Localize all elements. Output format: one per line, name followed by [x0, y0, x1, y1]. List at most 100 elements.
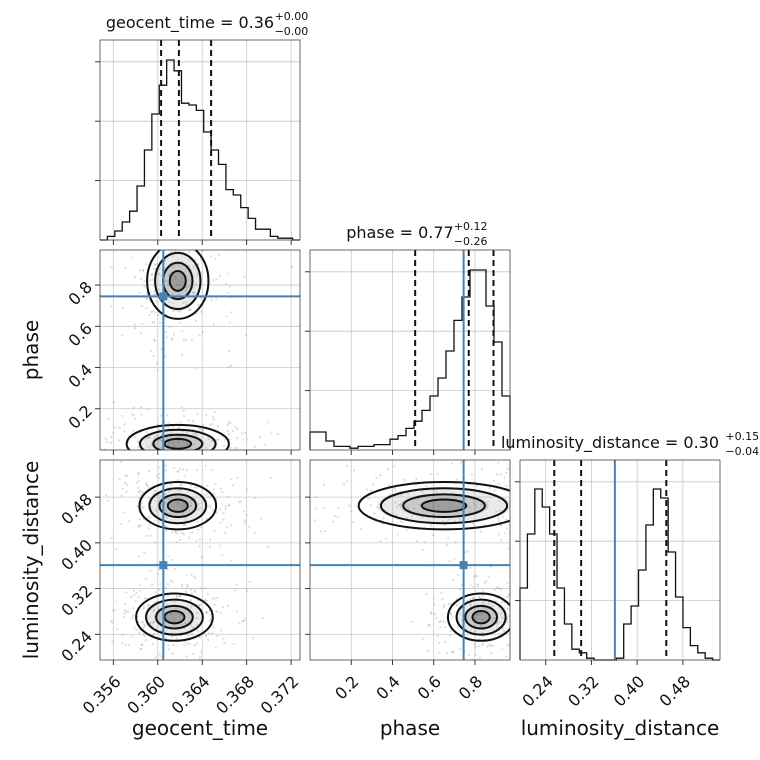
sample-point [131, 256, 134, 259]
sample-point [379, 540, 382, 543]
sample-point [173, 601, 176, 604]
sample-point [430, 611, 433, 614]
sample-point [476, 583, 479, 586]
sample-point [432, 533, 435, 537]
sample-point [393, 465, 396, 468]
sample-point [476, 484, 479, 488]
sample-point [209, 538, 212, 541]
sample-point [119, 667, 121, 669]
sample-point [194, 319, 197, 323]
sample-point [421, 490, 424, 493]
sample-point [474, 506, 477, 509]
sample-point [179, 309, 182, 312]
sample-point [104, 457, 106, 459]
sample-point [185, 286, 188, 289]
sample-point [215, 596, 218, 600]
sample-point [264, 443, 267, 446]
sample-point [115, 600, 118, 603]
sample-point [167, 555, 170, 558]
sample-point [191, 419, 195, 423]
sample-point [154, 489, 157, 493]
sample-point [137, 555, 140, 558]
sample-point [70, 444, 72, 446]
panel-bg [310, 250, 510, 450]
sample-point [430, 612, 433, 615]
sample-point [202, 423, 205, 427]
title-minus: −0.26 [454, 235, 488, 248]
contour-line [357, 481, 510, 531]
sample-point [236, 476, 239, 479]
sample-point [209, 613, 212, 616]
sample-point [192, 456, 194, 458]
sample-point [152, 620, 156, 623]
sample-point [150, 273, 154, 276]
sample-point [496, 586, 499, 589]
sample-point [473, 643, 477, 646]
sample-point [498, 500, 501, 503]
sample-point [136, 481, 139, 484]
sample-point [189, 624, 192, 627]
sample-point [92, 458, 94, 460]
sample-point [152, 354, 155, 357]
sample-point [103, 448, 106, 450]
sample-point [125, 591, 128, 594]
sample-point [164, 586, 167, 589]
sample-point [243, 617, 247, 620]
sample-point [430, 524, 433, 527]
sample-point [507, 644, 510, 647]
sample-point [481, 643, 484, 646]
sample-point [147, 527, 150, 530]
sample-point [592, 454, 594, 456]
sample-point [254, 496, 257, 499]
sample-point [485, 579, 488, 583]
sample-point [493, 588, 496, 592]
sample-point [213, 597, 216, 600]
sample-point [203, 587, 206, 590]
sample-point [195, 617, 198, 620]
sample-point [189, 501, 193, 504]
sample-point [200, 556, 203, 559]
sample-point [143, 635, 146, 638]
sample-point [160, 446, 163, 449]
sample-point [215, 635, 219, 638]
sample-point [154, 311, 157, 314]
sample-point [123, 612, 126, 615]
tick-label-y: 0.8 [65, 278, 96, 309]
sample-point [158, 582, 162, 586]
sample-point [212, 488, 216, 491]
sample-point [158, 521, 161, 524]
sample-point [166, 583, 170, 586]
sample-point [488, 643, 491, 646]
density-shade [463, 604, 499, 630]
sample-point [435, 616, 438, 619]
sample-point [145, 484, 149, 487]
sample-point [513, 629, 515, 631]
sample-point [95, 500, 97, 502]
histogram-phase [309, 269, 511, 450]
sample-point [220, 629, 223, 632]
sample-point [482, 618, 485, 622]
sample-point [140, 413, 143, 416]
sample-point [141, 322, 144, 325]
sample-point [158, 321, 161, 324]
sample-point [195, 468, 198, 472]
sample-point [474, 617, 477, 620]
sample-point [211, 509, 214, 512]
sample-point [167, 274, 171, 277]
sample-point [496, 626, 499, 629]
sample-point [132, 429, 135, 432]
sample-point [514, 646, 516, 648]
sample-point [172, 265, 175, 269]
sample-point [194, 590, 197, 594]
sample-point [169, 483, 173, 486]
sample-point [174, 277, 178, 280]
density-shade [164, 610, 185, 624]
sample-point [473, 523, 476, 526]
sample-point [499, 473, 502, 476]
sample-point [142, 506, 145, 509]
sample-point [149, 569, 152, 572]
sample-point [139, 504, 143, 507]
sample-point [186, 442, 189, 445]
sample-point [501, 631, 504, 635]
sample-point [158, 497, 161, 500]
